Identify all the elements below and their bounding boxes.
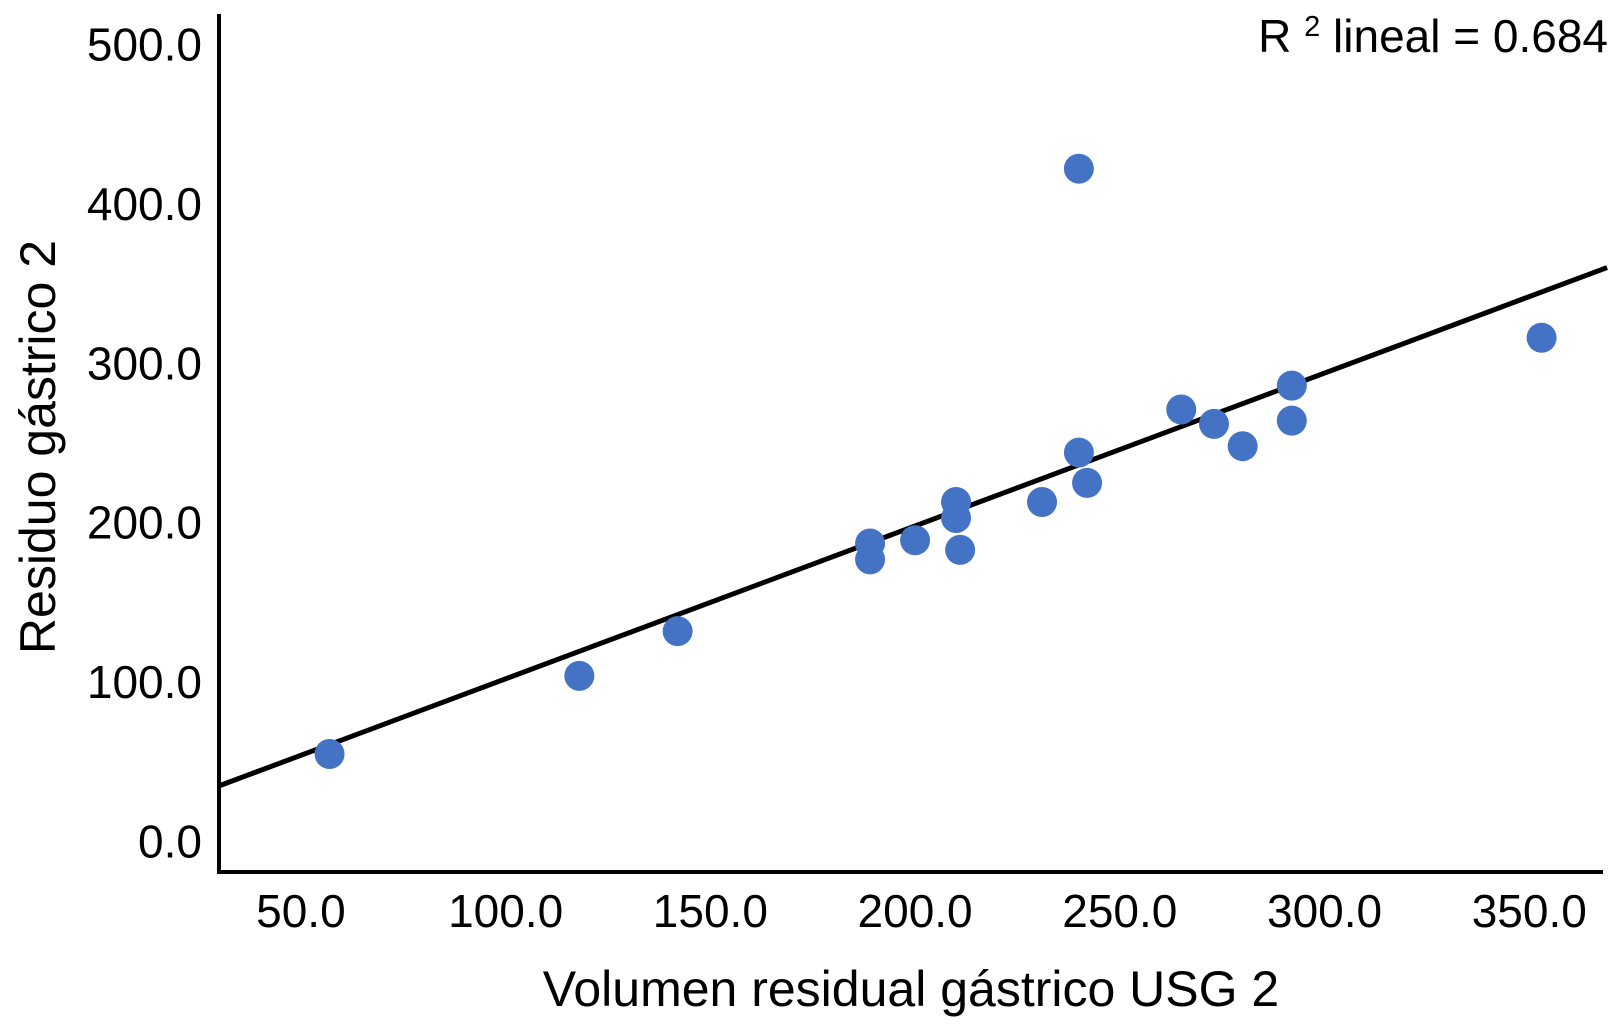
scatter-points-group [314,153,1557,769]
data-point [1063,153,1094,184]
data-point [1072,467,1103,498]
r-squared-annotation: R 2 lineal = 0.684 [1258,0,1608,62]
r-squared-superscript: 2 [1304,11,1320,43]
data-point [855,544,886,575]
x-tick-label: 250.0 [1062,885,1177,937]
data-point [1063,437,1094,468]
y-tick-label: 0.0 [138,816,202,868]
x-tick-label: 200.0 [858,885,973,937]
r-squared-value-text: lineal = 0.684 [1333,10,1608,62]
y-tick-label: 400.0 [87,178,202,230]
data-point [314,738,345,769]
data-point [1227,431,1258,462]
r-squared-prefix: R [1258,10,1291,62]
data-point [1027,487,1058,518]
data-point [945,534,976,565]
y-axis-tick-labels: 0.0 100.0 200.0 300.0 400.0 500.0 [87,18,202,867]
y-axis-title: Residuo gástrico 2 [10,240,66,654]
data-point [662,616,693,647]
y-tick-label: 200.0 [87,497,202,549]
x-tick-label: 350.0 [1472,885,1587,937]
y-tick-label: 100.0 [87,656,202,708]
x-tick-label: 50.0 [256,885,346,937]
x-axis-tick-labels: 50.0 100.0 150.0 200.0 250.0 300.0 350.0 [256,885,1587,937]
data-point [1166,394,1197,425]
x-tick-label: 100.0 [448,885,563,937]
data-point [1276,370,1307,401]
x-tick-label: 300.0 [1267,885,1382,937]
y-tick-label: 500.0 [87,18,202,70]
x-axis-title: Volumen residual gástrico USG 2 [543,961,1279,1017]
data-point [1199,408,1230,439]
data-point [941,502,972,533]
y-tick-label: 300.0 [87,337,202,389]
data-point [1276,405,1307,436]
data-point [1526,322,1557,353]
data-point [564,660,595,691]
x-tick-label: 150.0 [653,885,768,937]
data-point [900,525,931,556]
